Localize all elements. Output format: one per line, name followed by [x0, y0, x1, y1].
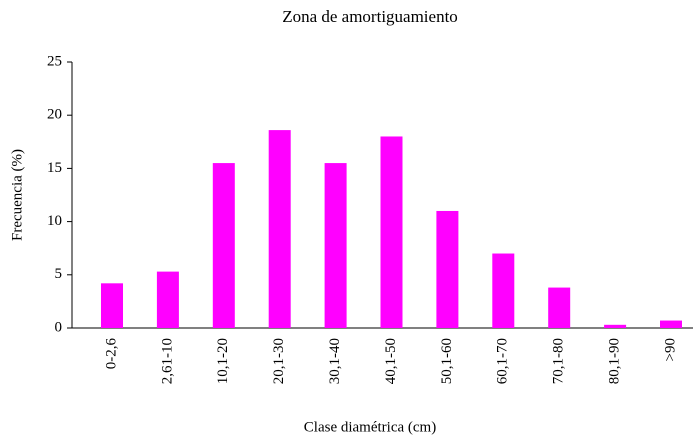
x-tick-label: 80,1-90: [607, 338, 623, 384]
bar: [436, 210, 459, 328]
x-tick-label: 40,1-50: [383, 338, 399, 384]
chart-title: Zona de amortiguamiento: [282, 7, 458, 26]
y-tick-label: 5: [55, 266, 63, 282]
bar: [604, 324, 627, 328]
x-tick-label: 30,1-40: [327, 338, 343, 384]
bar: [660, 320, 682, 328]
y-tick-label: 15: [47, 160, 62, 176]
bar: [268, 130, 291, 328]
y-tick-label: 25: [47, 53, 62, 69]
x-tick-label: 20,1-30: [271, 338, 287, 384]
bar: [101, 283, 123, 328]
x-tick-label: 60,1-70: [495, 338, 511, 384]
y-tick-label: 10: [47, 213, 62, 229]
x-axis-label: Clase diamétrica (cm): [304, 419, 436, 435]
x-tick-label: 70,1-80: [551, 338, 567, 384]
x-tick-label: 50,1-60: [439, 338, 455, 384]
bar: [212, 163, 235, 328]
y-tick-label: 0: [55, 319, 63, 335]
y-axis-label: Frecuencia (%): [9, 149, 25, 241]
bar: [548, 287, 571, 328]
bar: [324, 163, 347, 328]
x-tick-label: 0-2,6: [103, 338, 119, 370]
x-tick-label: >90: [662, 338, 678, 361]
bar: [380, 136, 403, 328]
bar: [492, 253, 515, 328]
x-tick-label: 2,61-10: [159, 338, 175, 384]
y-tick-label: 20: [47, 107, 62, 123]
x-tick-label: 10,1-20: [215, 338, 231, 384]
bar: [156, 271, 179, 328]
